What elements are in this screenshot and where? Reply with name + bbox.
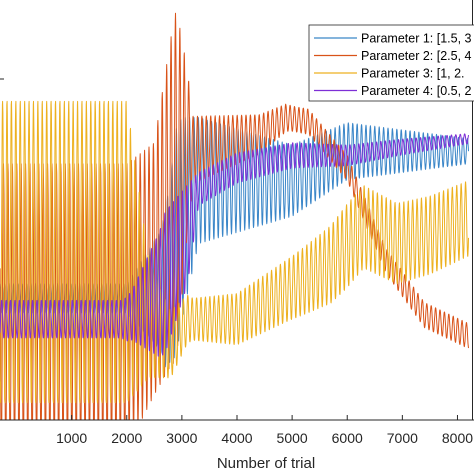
series-layer [0,12,469,420]
x-tick-label: 2000 [111,430,142,446]
x-tick-label: 7000 [387,430,418,446]
series-line-parameter-3 [0,100,469,404]
x-tick-label: 1000 [56,430,87,446]
x-tick-label: 8000 [442,430,473,446]
x-tick-label: 4000 [221,430,252,446]
legend-label-parameter-1: Parameter 1: [1.5, 3 [361,32,472,46]
x-tick-label: 3000 [166,430,197,446]
legend: Parameter 1: [1.5, 3 Parameter 2: [2.5, 4… [308,24,474,102]
series-line-parameter-4 [0,133,469,357]
legend-label-parameter-3: Parameter 3: [1, 2. [361,67,465,81]
x-axis-label: Number of trial [217,455,315,472]
x-axis-ticks: 1000 2000 3000 4000 5000 6000 7000 8000 [56,415,473,446]
legend-label-parameter-2: Parameter 2: [2.5, 4 [361,49,472,63]
legend-label-parameter-4: Parameter 4: [0.5, 2 [361,84,472,98]
x-tick-label: 6000 [332,430,363,446]
x-tick-label: 5000 [277,430,308,446]
